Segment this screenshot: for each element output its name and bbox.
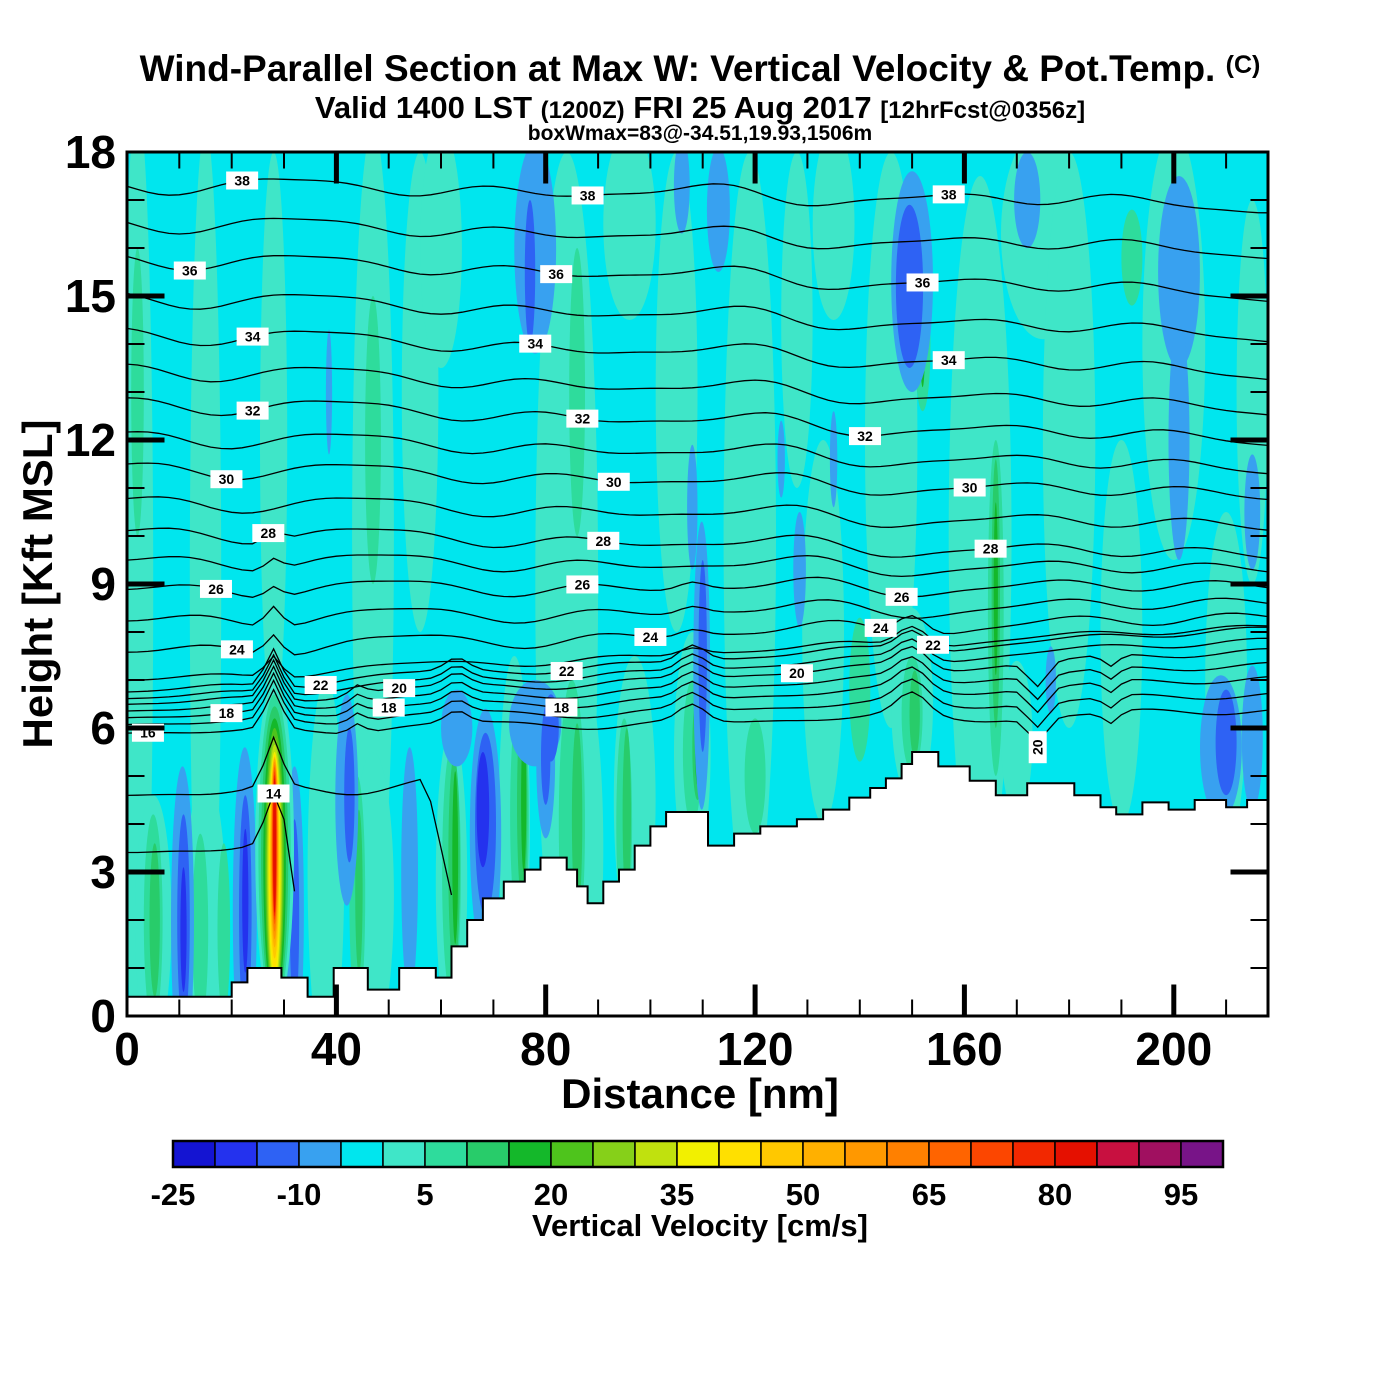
svg-text:22: 22 bbox=[313, 677, 329, 693]
svg-text:32: 32 bbox=[857, 428, 873, 444]
svg-text:38: 38 bbox=[234, 173, 250, 189]
svg-text:30: 30 bbox=[962, 480, 978, 496]
page-title: Wind-Parallel Section at Max W: Vertical… bbox=[0, 48, 1400, 90]
svg-text:200: 200 bbox=[1135, 1023, 1212, 1075]
svg-text:32: 32 bbox=[575, 411, 591, 427]
svg-text:12: 12 bbox=[65, 414, 116, 466]
svg-text:28: 28 bbox=[595, 533, 611, 549]
svg-text:18: 18 bbox=[381, 700, 397, 716]
svg-text:34: 34 bbox=[941, 352, 957, 368]
svg-text:26: 26 bbox=[894, 589, 910, 605]
svg-text:24: 24 bbox=[229, 641, 245, 657]
svg-text:28: 28 bbox=[261, 525, 277, 541]
svg-text:0: 0 bbox=[114, 1023, 140, 1075]
svg-text:26: 26 bbox=[208, 581, 224, 597]
svg-text:18: 18 bbox=[65, 126, 116, 178]
y-axis-title: Height [Kft MSL] bbox=[14, 419, 61, 749]
svg-text:30: 30 bbox=[606, 474, 622, 490]
svg-text:36: 36 bbox=[182, 263, 198, 279]
valid-zulu: (1200Z) bbox=[540, 97, 625, 124]
wmax-annotation: boxWmax=83@-34.51,19.93,1506m bbox=[0, 122, 1400, 146]
svg-text:18: 18 bbox=[219, 705, 235, 721]
svg-text:36: 36 bbox=[915, 274, 931, 290]
svg-text:28: 28 bbox=[983, 541, 999, 557]
svg-text:95: 95 bbox=[1164, 1177, 1198, 1212]
svg-text:20: 20 bbox=[1030, 739, 1046, 755]
svg-text:160: 160 bbox=[926, 1023, 1003, 1075]
svg-text:120: 120 bbox=[717, 1023, 794, 1075]
svg-text:36: 36 bbox=[548, 266, 564, 282]
svg-text:80: 80 bbox=[1038, 1177, 1072, 1212]
colorbar-title: Vertical Velocity [cm/s] bbox=[531, 1208, 868, 1243]
svg-text:80: 80 bbox=[520, 1023, 571, 1075]
svg-text:35: 35 bbox=[660, 1177, 694, 1212]
svg-text:22: 22 bbox=[925, 637, 941, 653]
svg-text:9: 9 bbox=[90, 558, 116, 610]
svg-text:32: 32 bbox=[245, 403, 261, 419]
svg-text:34: 34 bbox=[245, 329, 261, 345]
svg-text:-25: -25 bbox=[151, 1177, 196, 1212]
title-units-suffix: (C) bbox=[1225, 51, 1261, 79]
svg-text:26: 26 bbox=[575, 576, 591, 592]
svg-text:30: 30 bbox=[219, 471, 235, 487]
svg-text:20: 20 bbox=[534, 1177, 568, 1212]
svg-text:15: 15 bbox=[65, 270, 116, 322]
svg-text:3: 3 bbox=[90, 846, 116, 898]
svg-text:24: 24 bbox=[643, 629, 659, 645]
svg-text:34: 34 bbox=[527, 336, 543, 352]
svg-text:0: 0 bbox=[90, 990, 116, 1042]
svg-text:24: 24 bbox=[873, 620, 889, 636]
svg-text:38: 38 bbox=[941, 186, 957, 202]
valid-date: FRI 25 Aug 2017 bbox=[624, 90, 881, 125]
svg-text:6: 6 bbox=[90, 702, 116, 754]
valid-time-subtitle: Valid 1400 LST (1200Z) FRI 25 Aug 2017 [… bbox=[0, 90, 1400, 126]
title-text: Wind-Parallel Section at Max W: Vertical… bbox=[139, 48, 1216, 89]
svg-text:22: 22 bbox=[559, 663, 575, 679]
valid-prefix: Valid 1400 LST bbox=[314, 90, 541, 125]
svg-text:-10: -10 bbox=[277, 1177, 322, 1212]
svg-text:14: 14 bbox=[266, 785, 282, 801]
velocity-field bbox=[127, 152, 1268, 1016]
valid-forecast-tag: [12hrFcst@0356z] bbox=[880, 97, 1086, 124]
svg-text:20: 20 bbox=[391, 680, 407, 696]
colorbar: -25 -10 5 20 35 50 65 80 95 bbox=[151, 1139, 1225, 1212]
svg-text:50: 50 bbox=[786, 1177, 820, 1212]
wmax-note-text: boxWmax=83@-34.51,19.93,1506m bbox=[527, 122, 873, 145]
svg-text:65: 65 bbox=[912, 1177, 946, 1212]
svg-text:5: 5 bbox=[416, 1177, 433, 1212]
svg-text:18: 18 bbox=[554, 699, 570, 715]
svg-text:40: 40 bbox=[311, 1023, 362, 1075]
potential-temperature-contours bbox=[127, 178, 1268, 896]
terrain-profile bbox=[127, 751, 1268, 1016]
x-axis-title: Distance [nm] bbox=[561, 1070, 839, 1117]
svg-text:20: 20 bbox=[789, 665, 805, 681]
svg-text:38: 38 bbox=[580, 187, 596, 203]
